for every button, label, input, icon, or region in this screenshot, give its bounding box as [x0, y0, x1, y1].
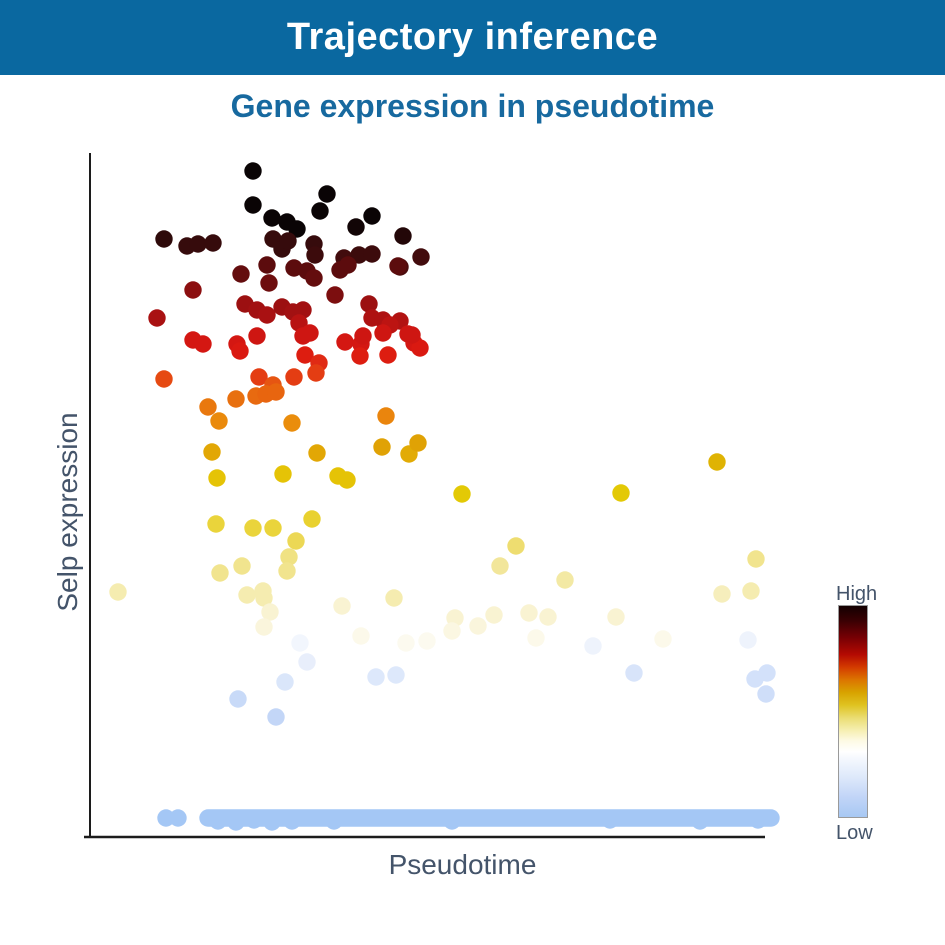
page-title: Trajectory inference — [286, 16, 659, 58]
y-axis-label: Selp expression — [52, 412, 83, 612]
colorbar-low-label: Low — [836, 822, 873, 844]
colorbar-gradient — [838, 605, 868, 818]
baseline-band — [157, 809, 780, 831]
colorbar-high-label: High — [836, 583, 878, 605]
x-axis-label: Pseudotime — [388, 849, 537, 880]
header-banner: Trajectory inference — [0, 0, 945, 75]
chart-title: Gene expression in pseudotime — [230, 88, 715, 124]
scatter-points — [109, 162, 776, 726]
